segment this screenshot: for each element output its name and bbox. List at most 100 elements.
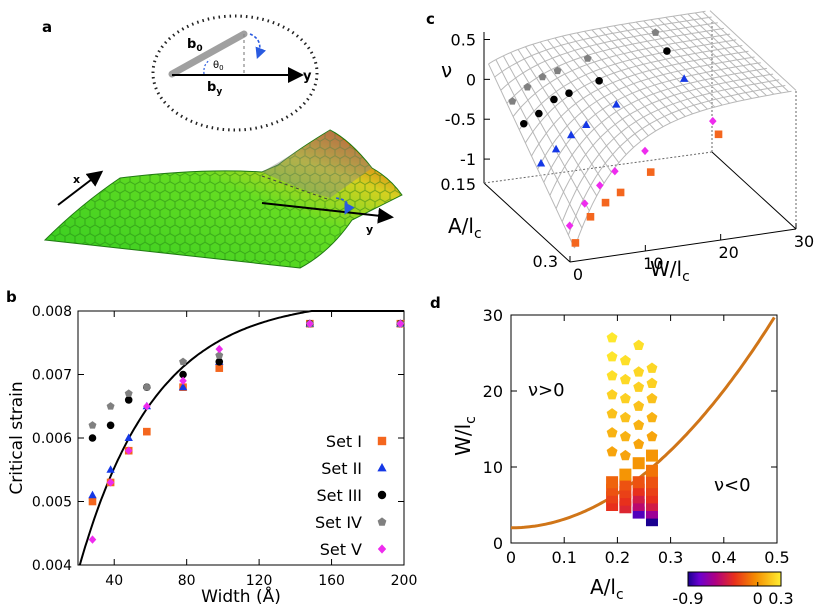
data-point — [714, 130, 723, 139]
w-tick-label: 20 — [718, 243, 738, 262]
surface-line — [584, 30, 671, 124]
data-point — [88, 535, 97, 544]
data-point — [606, 446, 618, 457]
a-tick-label: 0.15 — [440, 175, 476, 194]
data-point — [606, 408, 618, 419]
z-tick-label: 0 — [466, 70, 476, 89]
x-tick-label: 0.1 — [551, 548, 576, 567]
data-point — [633, 339, 645, 351]
data-point — [582, 120, 591, 129]
z-tick-label: 0.5 — [451, 31, 476, 50]
legend-label: Set I — [326, 432, 362, 451]
y-tick-label: 0 — [493, 534, 503, 553]
data-point — [619, 354, 631, 366]
data-point — [606, 351, 618, 362]
panel-b: b 40 80 120 160 200 0.004 0.005 0.006 0.007 0.008… — [6, 288, 417, 607]
inset-y-label: y — [303, 69, 312, 84]
angle-arc — [203, 59, 211, 75]
data-point — [646, 430, 658, 442]
x-tick-label: 200 — [391, 573, 418, 589]
data-point — [619, 411, 631, 423]
surface-line — [543, 62, 761, 183]
legend-label: Set III — [316, 486, 362, 505]
surface-line — [567, 85, 786, 236]
x-tick-label: 80 — [178, 573, 196, 589]
z-tick-label: -1 — [460, 150, 476, 169]
x-tick-label: 120 — [246, 573, 273, 589]
sheet-rotation-icon — [335, 197, 355, 215]
panel-a: a b0 θ0 by y x y — [42, 14, 403, 269]
x-tick-label: 0.4 — [711, 548, 736, 567]
surface-line — [672, 15, 760, 98]
y-tick-label: 30 — [483, 306, 503, 325]
data-point — [535, 109, 543, 118]
plot-c-ylabel: A/lc — [448, 214, 482, 242]
surface-mesh — [488, 10, 797, 249]
surface-line — [576, 32, 664, 128]
data-point — [179, 357, 188, 366]
data-point — [619, 468, 632, 481]
data-point — [619, 373, 631, 385]
fit-curve — [78, 310, 404, 566]
data-point — [565, 221, 574, 230]
sheet-y-label: y — [366, 223, 373, 236]
data-point — [679, 74, 689, 82]
legend-label: Set V — [320, 540, 362, 559]
data-point — [106, 421, 115, 430]
data-point — [215, 358, 224, 366]
inset-ellipse — [151, 14, 319, 132]
surface-line — [502, 55, 590, 211]
surface-line — [549, 67, 767, 196]
surface-line — [635, 21, 723, 106]
data-point — [88, 490, 97, 499]
x-tick-label: 0.3 — [658, 548, 683, 567]
data-point — [536, 158, 546, 167]
surface-line — [531, 50, 749, 157]
surface-line — [517, 49, 605, 184]
y-tick-label: 0.006 — [32, 431, 72, 447]
data-point — [611, 167, 619, 176]
surface-line — [702, 11, 789, 93]
plot-b-ylabel: Critical strain — [7, 381, 27, 494]
sheet-x-label: x — [73, 173, 80, 186]
legend-marker — [377, 462, 387, 472]
data-point — [606, 332, 618, 343]
surface-line — [537, 56, 755, 170]
data-point — [606, 389, 618, 400]
data-point — [663, 47, 671, 55]
colorbar-tick-label: -0.9 — [672, 589, 703, 608]
panel-b-letter: b — [6, 288, 17, 306]
data-point — [606, 427, 618, 438]
data-point — [520, 119, 528, 128]
w-tick-label: 10 — [643, 254, 663, 273]
plot-b-xlabel: Width (Å) — [201, 585, 281, 607]
data-point — [651, 28, 660, 36]
surface-line — [606, 26, 693, 115]
surface-line — [657, 18, 745, 101]
data-point — [106, 402, 115, 410]
data-point — [179, 370, 187, 379]
boundary-curve — [511, 316, 776, 530]
surface-line — [518, 39, 737, 130]
legend-marker — [377, 544, 387, 554]
data-point — [88, 434, 97, 442]
legend-marker — [377, 517, 387, 526]
surface-line — [665, 17, 753, 99]
surface-line — [694, 12, 782, 94]
data-point — [641, 146, 649, 156]
y-tick-label: 0.005 — [32, 495, 72, 511]
data-point — [124, 433, 133, 442]
data-point — [619, 392, 631, 404]
surface-line — [709, 10, 797, 91]
surface-line — [650, 19, 738, 102]
data-point — [550, 95, 558, 104]
panel-c-letter: c — [426, 10, 435, 28]
data-point — [88, 497, 97, 506]
data-point — [583, 54, 592, 62]
data-point — [709, 116, 717, 126]
region-label-negative: ν<0 — [714, 475, 751, 496]
y-tick-label: 0.004 — [32, 558, 72, 574]
panel-c: c 0.5 0 -0.5 -1 0.15 0.3 0 10 20 30 ν A/lc W/lc — [426, 10, 814, 285]
data-point — [645, 464, 658, 477]
